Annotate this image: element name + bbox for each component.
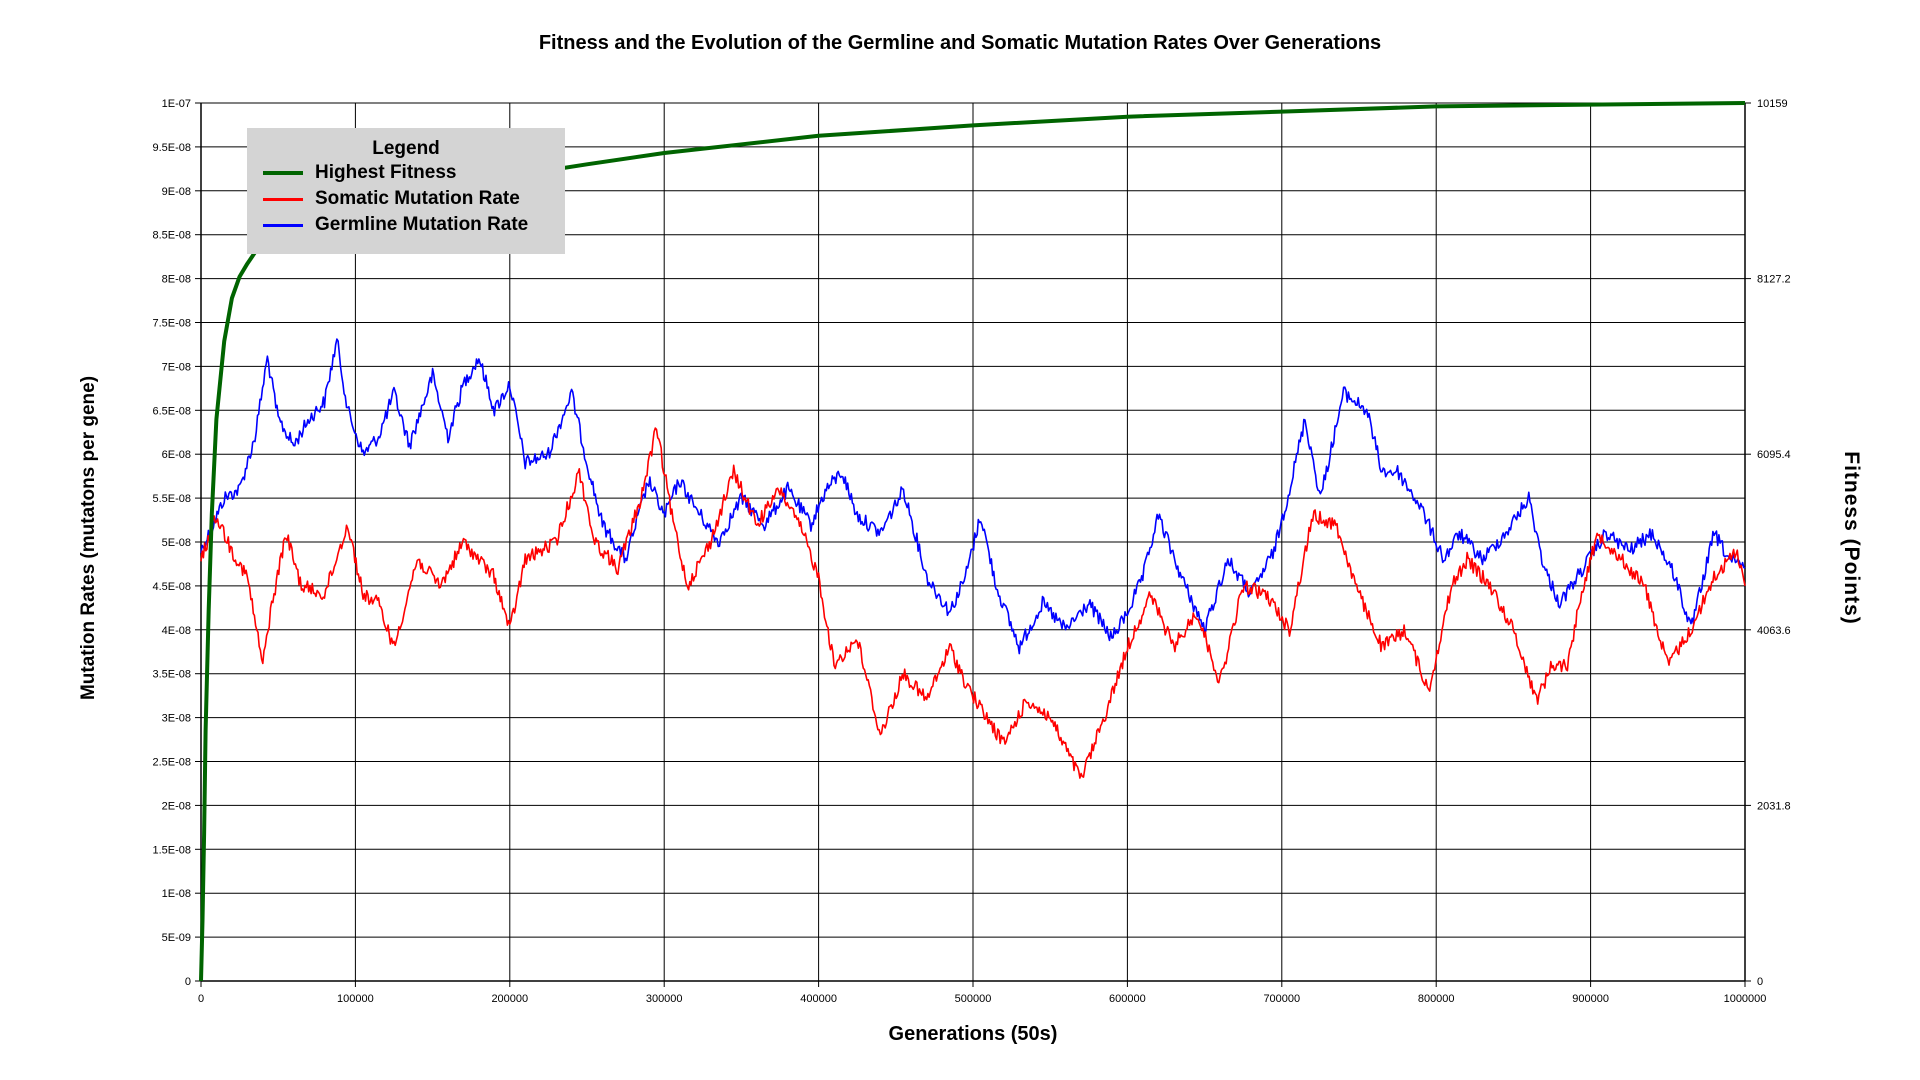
legend-title: Legend [372,138,440,159]
x-tick-label: 100000 [337,993,374,1005]
y-right-tick-label: 2031.8 [1757,800,1791,812]
legend: Legend Highest Fitness Somatic Mutation … [247,128,565,254]
y-right-tick-label: 8127.2 [1757,274,1791,286]
y-left-tick-label: 5E-08 [162,537,191,549]
axes [195,102,1751,987]
legend-swatch-somatic [263,197,303,201]
y-axis-left-label: Mutation Rates (mutatons per gene) [78,375,99,701]
legend-item-germline: Germline Mutation Rate [263,212,565,238]
x-tick-label: 900000 [1572,993,1609,1005]
y-left-tick-label: 5E-09 [162,932,191,944]
legend-label-fitness: Highest Fitness [315,162,457,183]
y-left-tick-label: 8.5E-08 [152,230,191,242]
y-left-tick-label: 1E-08 [162,888,191,900]
y-left-tick-label: 1E-07 [162,98,191,110]
legend-label-somatic: Somatic Mutation Rate [315,188,520,209]
y-left-tick-label: 9.5E-08 [152,142,191,154]
legend-item-highest-fitness: Highest Fitness [263,160,565,186]
y-left-tick-label: 3.5E-08 [152,669,191,681]
y-left-tick-label: 8E-08 [162,274,191,286]
x-tick-label: 200000 [491,993,528,1005]
y-right-tick-label: 0 [1757,976,1763,988]
y-left-tick-label: 9E-08 [162,186,191,198]
x-tick-label: 800000 [1418,993,1455,1005]
y-left-tick-label: 4.5E-08 [152,581,191,593]
y-right-tick-label: 6095.4 [1757,449,1791,461]
y-left-tick-label: 2E-08 [162,800,191,812]
y-left-tick-label: 5.5E-08 [152,493,191,505]
legend-swatch-germline [263,223,303,227]
legend-label-germline: Germline Mutation Rate [315,214,529,235]
y-left-tick-label: 3E-08 [162,713,191,725]
y-left-tick-label: 1.5E-08 [152,844,191,856]
y-left-tick-label: 6.5E-08 [152,405,191,417]
y-left-tick-label: 6E-08 [162,449,191,461]
y-left-tick-label: 0 [185,976,191,988]
y-axis-right-label: Fitness (Points) [1840,451,1863,625]
series-line-somatic-mutation-rate [200,427,1746,779]
y-left-tick-label: 7E-08 [162,361,191,373]
series-line-germline-mutation-rate [200,338,1746,655]
y-left-tick-label: 2.5E-08 [152,757,191,769]
x-tick-label: 700000 [1263,993,1300,1005]
chart-title: Fitness and the Evolution of the Germlin… [538,32,1382,54]
legend-swatch-fitness [263,171,303,175]
tick-labels: 0 5E-09 1E-08 1.5E-08 2E-08 2.5E-08 3E-08 3.5E-… [152,98,1790,1005]
y-right-tick-label: 4063.6 [1757,625,1791,637]
y-right-tick-label: 10159 [1757,98,1788,110]
legend-item-somatic: Somatic Mutation Rate [263,186,565,212]
y-left-tick-label: 7.5E-08 [152,318,191,330]
x-tick-label: 500000 [955,993,992,1005]
x-tick-label: 1000000 [1724,993,1767,1005]
x-tick-label: 600000 [1109,993,1146,1005]
x-tick-label: 0 [198,993,204,1005]
x-tick-label: 400000 [800,993,837,1005]
x-tick-label: 300000 [646,993,683,1005]
x-axis-label: Generations (50s) [888,1023,1058,1045]
y-left-tick-label: 4E-08 [162,625,191,637]
